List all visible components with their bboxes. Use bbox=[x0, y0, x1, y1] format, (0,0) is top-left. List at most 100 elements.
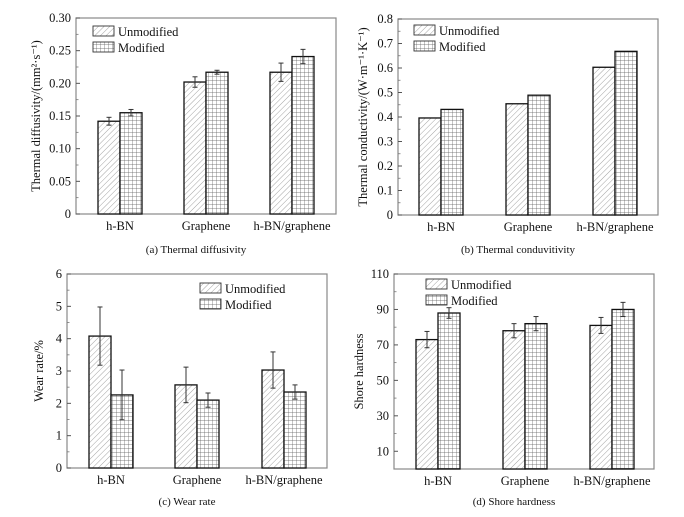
legend-swatch-unmodified bbox=[413, 24, 436, 36]
error-bar bbox=[511, 323, 517, 339]
legend-label: Modified bbox=[225, 298, 272, 312]
y-tick-label: 110 bbox=[371, 267, 389, 281]
x-tick-label: Graphene bbox=[182, 219, 231, 233]
y-tick-label: 0.30 bbox=[49, 11, 71, 25]
legend: Unmodified Modified bbox=[425, 278, 512, 308]
error-bar bbox=[278, 62, 284, 82]
bar-modified-graphene bbox=[196, 399, 220, 469]
error-bar bbox=[292, 384, 298, 400]
error-bar bbox=[119, 369, 125, 421]
legend-swatch-modified bbox=[199, 298, 222, 310]
bar-unmodified-h-bn-graphene bbox=[269, 71, 293, 215]
x-tick-label: Graphene bbox=[504, 220, 553, 234]
panel-a: 0 0.05 0.10 0.15 0.20 0.25 0.30 Thermal diffusi… bbox=[29, 11, 337, 256]
y-tick-label: 0 bbox=[65, 207, 71, 221]
y-axis-title: Thermal conductivity/(W·m⁻¹·K⁻¹) bbox=[356, 27, 370, 206]
y-tick-label: 50 bbox=[377, 373, 390, 387]
y-tick-label: 2 bbox=[56, 396, 62, 410]
panel-b: 0 0.1 0.2 0.3 0.4 0.5 0.6 0.7 0.8 Thermal conduct… bbox=[356, 12, 659, 256]
legend-swatch-unmodified bbox=[92, 25, 115, 37]
bar-unmodified-h-bn-graphene bbox=[592, 66, 616, 216]
legend-label: Unmodified bbox=[225, 282, 286, 296]
bar-modified-h-bn bbox=[119, 112, 143, 215]
y-tick-label: 5 bbox=[56, 299, 62, 313]
y-tick-label: 70 bbox=[377, 338, 390, 352]
y-tick-label: 0.5 bbox=[377, 86, 393, 100]
legend-swatch-modified bbox=[425, 294, 448, 306]
legend-swatch-unmodified bbox=[199, 282, 222, 294]
x-tick-label: h-BN/graphene bbox=[245, 473, 323, 487]
error-bar bbox=[620, 301, 626, 318]
y-tick-label: 0.4 bbox=[377, 110, 393, 124]
y-tick-label: 0.20 bbox=[49, 76, 71, 90]
x-tick-label: h-BN/graphene bbox=[573, 474, 651, 488]
bar-unmodified-h-bn-graphene bbox=[589, 324, 613, 470]
error-bar bbox=[106, 116, 112, 126]
panel-caption: (c) Wear rate bbox=[159, 496, 216, 508]
panel-caption: (d) Shore hardness bbox=[473, 496, 555, 508]
y-tick-label: 0.7 bbox=[377, 37, 393, 51]
y-tick-label: 0.10 bbox=[49, 142, 71, 156]
x-tick-label: h-BN bbox=[106, 219, 134, 233]
bar-modified-graphene bbox=[527, 94, 551, 216]
error-bar bbox=[424, 330, 430, 349]
error-bar bbox=[300, 48, 306, 65]
y-tick-label: 3 bbox=[56, 364, 62, 378]
legend: Unmodified Modified bbox=[92, 25, 179, 55]
y-tick-label: 0.6 bbox=[377, 61, 393, 75]
legend-label: Modified bbox=[118, 41, 165, 55]
error-bar bbox=[183, 366, 189, 404]
error-bar bbox=[446, 307, 452, 319]
y-tick-label: 1 bbox=[56, 429, 62, 443]
legend-label: Unmodified bbox=[118, 25, 179, 39]
y-tick-label: 4 bbox=[56, 332, 63, 346]
y-tick-label: 10 bbox=[377, 444, 390, 458]
legend-label: Modified bbox=[451, 294, 498, 308]
x-tick-label: h-BN/graphene bbox=[253, 219, 331, 233]
bar-modified-h-bn-graphene bbox=[283, 391, 307, 469]
error-bar bbox=[205, 392, 211, 408]
y-tick-label: 0 bbox=[56, 461, 62, 475]
bar-modified-graphene bbox=[205, 71, 229, 215]
legend-swatch-modified bbox=[92, 41, 115, 53]
x-tick-label: h-BN bbox=[97, 473, 125, 487]
error-bar bbox=[192, 76, 198, 88]
error-bar bbox=[270, 351, 276, 389]
y-tick-label: 0 bbox=[387, 208, 393, 222]
bar-unmodified-graphene bbox=[183, 81, 207, 215]
bar-modified-h-bn bbox=[440, 108, 464, 216]
error-bar bbox=[598, 316, 604, 334]
y-tick-label: 0.2 bbox=[377, 159, 393, 173]
x-tick-label: Graphene bbox=[173, 473, 222, 487]
bar-modified-graphene bbox=[524, 322, 548, 470]
y-axis-title: Thermal diffusivity/(mm²·s⁻¹) bbox=[29, 40, 43, 192]
error-bar bbox=[533, 316, 539, 332]
y-tick-label: 30 bbox=[377, 409, 390, 423]
bar-unmodified-h-bn bbox=[415, 338, 439, 470]
bar-modified-h-bn bbox=[437, 312, 461, 470]
y-tick-label: 0.05 bbox=[49, 174, 71, 188]
y-tick-label: 90 bbox=[377, 302, 390, 316]
y-axis-title: Wear rate/% bbox=[32, 340, 46, 402]
x-tick-label: h-BN/graphene bbox=[576, 220, 654, 234]
legend: Unmodified Modified bbox=[413, 24, 500, 54]
y-tick-label: 0.8 bbox=[377, 12, 393, 26]
legend-label: Unmodified bbox=[451, 278, 512, 292]
error-bar bbox=[128, 108, 134, 117]
panel-caption: (b) Thermal conduvitivity bbox=[461, 244, 576, 256]
legend-label: Modified bbox=[439, 40, 486, 54]
legend-label: Unmodified bbox=[439, 24, 500, 38]
x-tick-label: h-BN bbox=[427, 220, 455, 234]
error-bar bbox=[214, 69, 220, 75]
bar-unmodified-h-bn bbox=[418, 117, 442, 216]
y-tick-label: 0.15 bbox=[49, 109, 71, 123]
legend-swatch-modified bbox=[413, 40, 436, 52]
y-tick-label: 0.3 bbox=[377, 135, 393, 149]
bar-unmodified-graphene bbox=[505, 103, 529, 216]
panel-c: 0 1 2 3 4 5 6 Wear rate/% h-BN Graphene h-BN/graph… bbox=[32, 267, 328, 508]
panel-caption: (a) Thermal diffusivity bbox=[146, 244, 247, 256]
y-tick-label: 0.1 bbox=[377, 184, 393, 198]
y-tick-label: 6 bbox=[56, 267, 62, 281]
x-tick-label: Graphene bbox=[501, 474, 550, 488]
